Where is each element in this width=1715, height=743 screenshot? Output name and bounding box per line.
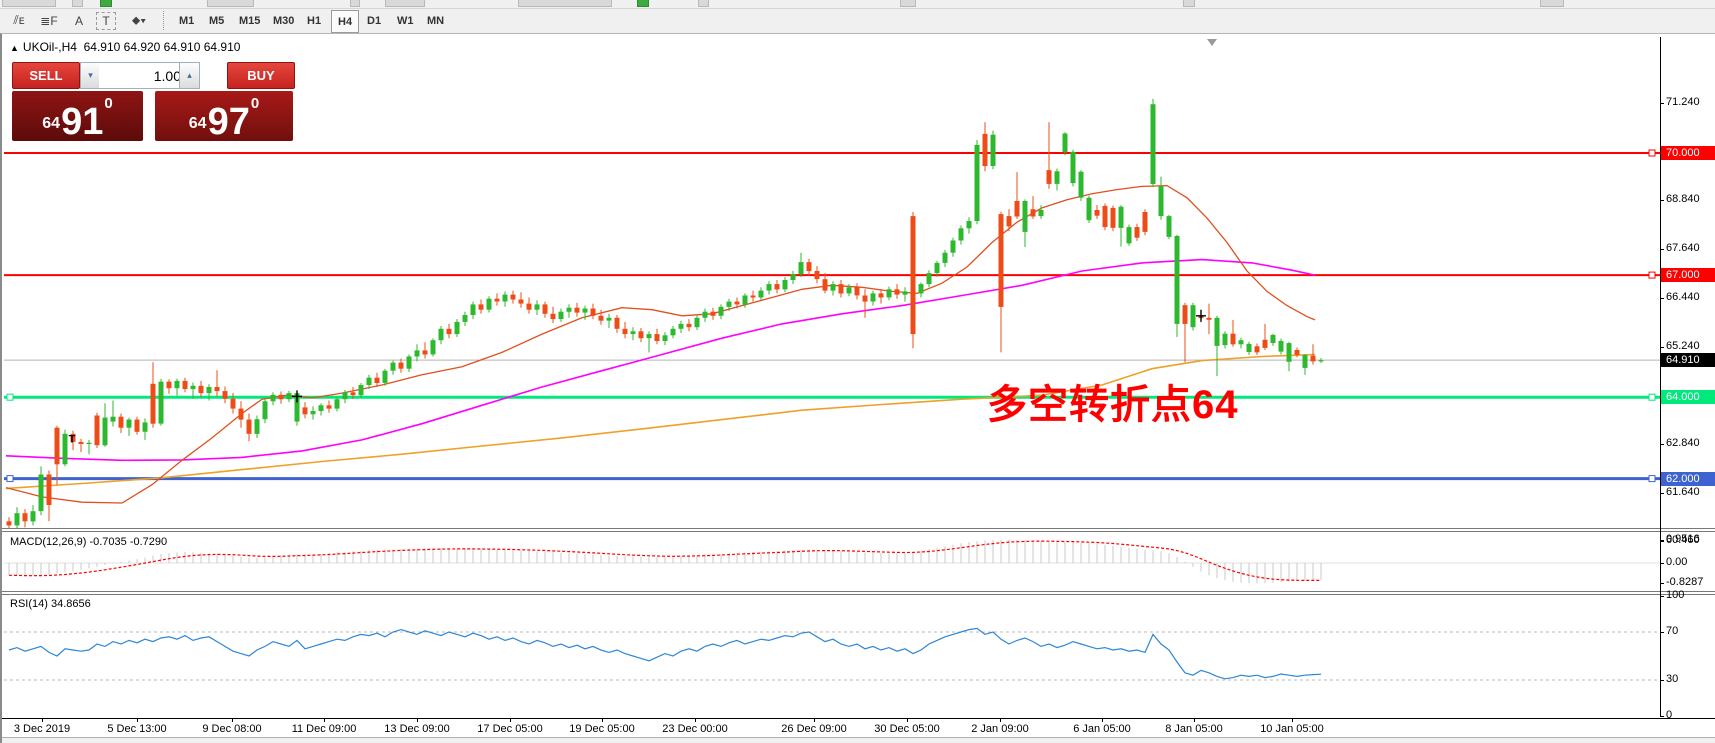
hline-handle <box>1648 393 1656 401</box>
window-bottom-edge <box>2 737 1715 743</box>
one-click-trading-panel: SELL ▾ ▴ BUY 64 91 0 64 97 0 <box>10 62 295 141</box>
macd-indicator-canvas[interactable] <box>2 532 1660 592</box>
timeframe-h1-button[interactable]: H1 <box>307 14 322 27</box>
price-axis-label: 62.840 <box>1666 437 1700 450</box>
timeframe-m1-button[interactable]: M1 <box>179 14 195 27</box>
price-axis-label: -0.8287 <box>1666 576 1704 589</box>
time-axis-label: 23 Dec 00:00 <box>662 723 728 735</box>
price-axis-border <box>1660 37 1661 717</box>
text-box-icon[interactable]: T <box>96 12 116 30</box>
upper-toolbar-cutoff <box>0 0 1715 9</box>
rsi-indicator-canvas[interactable] <box>2 594 1660 718</box>
volume-decrease-button[interactable]: ▾ <box>80 62 101 89</box>
price-axis-label: 0.00 <box>1666 556 1688 568</box>
chart-text-annotation[interactable]: 多空转折点64 <box>987 383 1239 427</box>
arrows-icon[interactable]: ⬥▾ <box>131 13 147 27</box>
time-axis-label: 19 Dec 05:00 <box>569 723 635 735</box>
volume-input[interactable] <box>99 62 189 89</box>
price-axis-label: 0.9516 <box>1666 532 1700 545</box>
timeframe-mn-button[interactable]: MN <box>427 14 445 27</box>
cross-marker <box>292 390 302 403</box>
price-axis-label: 68.840 <box>1666 193 1700 206</box>
hline-handle <box>1648 475 1656 483</box>
time-axis-label: 17 Dec 05:00 <box>477 723 543 735</box>
t-marker: T <box>69 434 76 446</box>
ohlc-values: 64.910 64.920 64.910 64.910 <box>83 40 241 54</box>
macd-pane-separator[interactable] <box>2 528 1715 532</box>
price-chip-64.910: 64.910 <box>1661 353 1715 368</box>
time-axis-label: 6 Jan 05:00 <box>1073 723 1131 735</box>
time-axis-label: 30 Dec 05:00 <box>874 723 940 735</box>
timeframe-d1-button[interactable]: D1 <box>367 14 382 27</box>
equidistant-channel-icon[interactable]: ⫽ᴇ <box>13 13 25 27</box>
time-axis-label: 2 Jan 09:00 <box>971 723 1029 735</box>
sell-price-sup: 0 <box>104 95 113 112</box>
time-axis-label: 13 Dec 09:00 <box>384 723 450 735</box>
price-axis-label: 30 <box>1666 673 1679 685</box>
price-axis-label: 60.460 <box>1666 534 1700 547</box>
text-label-icon[interactable]: A <box>74 13 83 28</box>
time-axis-label: 26 Dec 09:00 <box>781 723 847 735</box>
buy-price-small: 64 <box>188 115 207 132</box>
timeframe-m5-button[interactable]: M5 <box>209 14 225 27</box>
hline-handle <box>6 393 14 401</box>
time-axis-label: 5 Dec 13:00 <box>107 723 167 735</box>
rsi-label: RSI(14) 34.8656 <box>10 598 91 610</box>
buy-button[interactable]: BUY <box>227 62 295 89</box>
price-axis-label: 0 <box>1666 709 1673 721</box>
timeframe-w1-button[interactable]: W1 <box>397 14 414 27</box>
hline-handle <box>1648 271 1656 279</box>
hline-handle <box>6 475 14 483</box>
time-axis-label: 8 Jan 05:00 <box>1165 723 1223 735</box>
buy-price-big: 97 <box>207 100 250 143</box>
macd-label: MACD(12,26,9) -0.7035 -0.7290 <box>10 536 168 548</box>
cross-marker <box>1196 309 1206 322</box>
price-axis-label: 65.240 <box>1666 339 1700 352</box>
chart-toolbar: ⫽ᴇ ≣F A T ⬥▾ M1 M5 M15 M30 H1 H4 D1 W1 MN <box>0 9 1715 34</box>
price-chip-70.000: 70.000 <box>1661 146 1715 160</box>
time-axis[interactable]: 3 Dec 2019 5 Dec 13:00 9 Dec 08:00 11 Dec 0… <box>2 718 1715 738</box>
price-axis-label: 71.240 <box>1666 95 1700 108</box>
rsi-pane-separator[interactable] <box>2 591 1715 595</box>
price-axis-label: 100 <box>1666 589 1685 601</box>
collapse-one-click-icon[interactable]: ▲ <box>10 43 19 53</box>
buy-price-sup: 0 <box>250 95 260 112</box>
sell-price-small: 64 <box>42 115 61 132</box>
price-axis-label: 70 <box>1666 625 1679 637</box>
price-axis-label: 67.640 <box>1666 242 1700 255</box>
timeframe-m30-button[interactable]: M30 <box>273 14 295 27</box>
timeframe-m15-button[interactable]: M15 <box>239 14 261 27</box>
price-chart-canvas[interactable]: T <box>2 37 1660 531</box>
time-axis-label: 11 Dec 09:00 <box>291 723 357 735</box>
time-axis-label: 3 Dec 2019 <box>13 723 71 735</box>
toolbar-separator <box>163 11 164 30</box>
time-axis-label: 9 Dec 08:00 <box>202 723 262 735</box>
sell-price-display[interactable]: 64 91 0 <box>12 91 143 141</box>
chart-title: ▲ UKOil-,H4 64.910 64.920 64.910 64.910 <box>10 40 240 54</box>
buy-price-display[interactable]: 64 97 0 <box>155 91 293 141</box>
fibonacci-lines-icon[interactable]: ≣F <box>40 13 58 28</box>
chart-shift-marker-icon <box>1207 39 1217 46</box>
price-axis-label: 66.440 <box>1666 290 1700 303</box>
sell-button[interactable]: SELL <box>12 62 80 89</box>
price-chip-67.000: 67.000 <box>1661 268 1715 283</box>
price-chip-62.000: 62.000 <box>1661 471 1715 486</box>
timeframe-h4-button[interactable]: H4 <box>331 10 360 33</box>
chart-window: T ▲ UKOil-,H4 64.910 64.920 64.910 64.910… <box>0 33 1715 743</box>
time-axis-label: 10 Jan 05:00 <box>1260 723 1324 735</box>
volume-increase-button[interactable]: ▴ <box>179 62 200 89</box>
sell-price-big: 91 <box>61 100 104 143</box>
price-axis-label: 61.640 <box>1666 486 1700 499</box>
hline-handle <box>1648 149 1656 157</box>
price-chip-64.000: 64.000 <box>1661 390 1715 405</box>
symbol-timeframe-label: UKOil-,H4 <box>22 40 77 54</box>
